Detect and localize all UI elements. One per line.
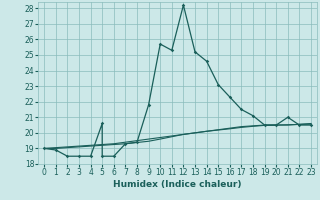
X-axis label: Humidex (Indice chaleur): Humidex (Indice chaleur) (113, 180, 242, 189)
